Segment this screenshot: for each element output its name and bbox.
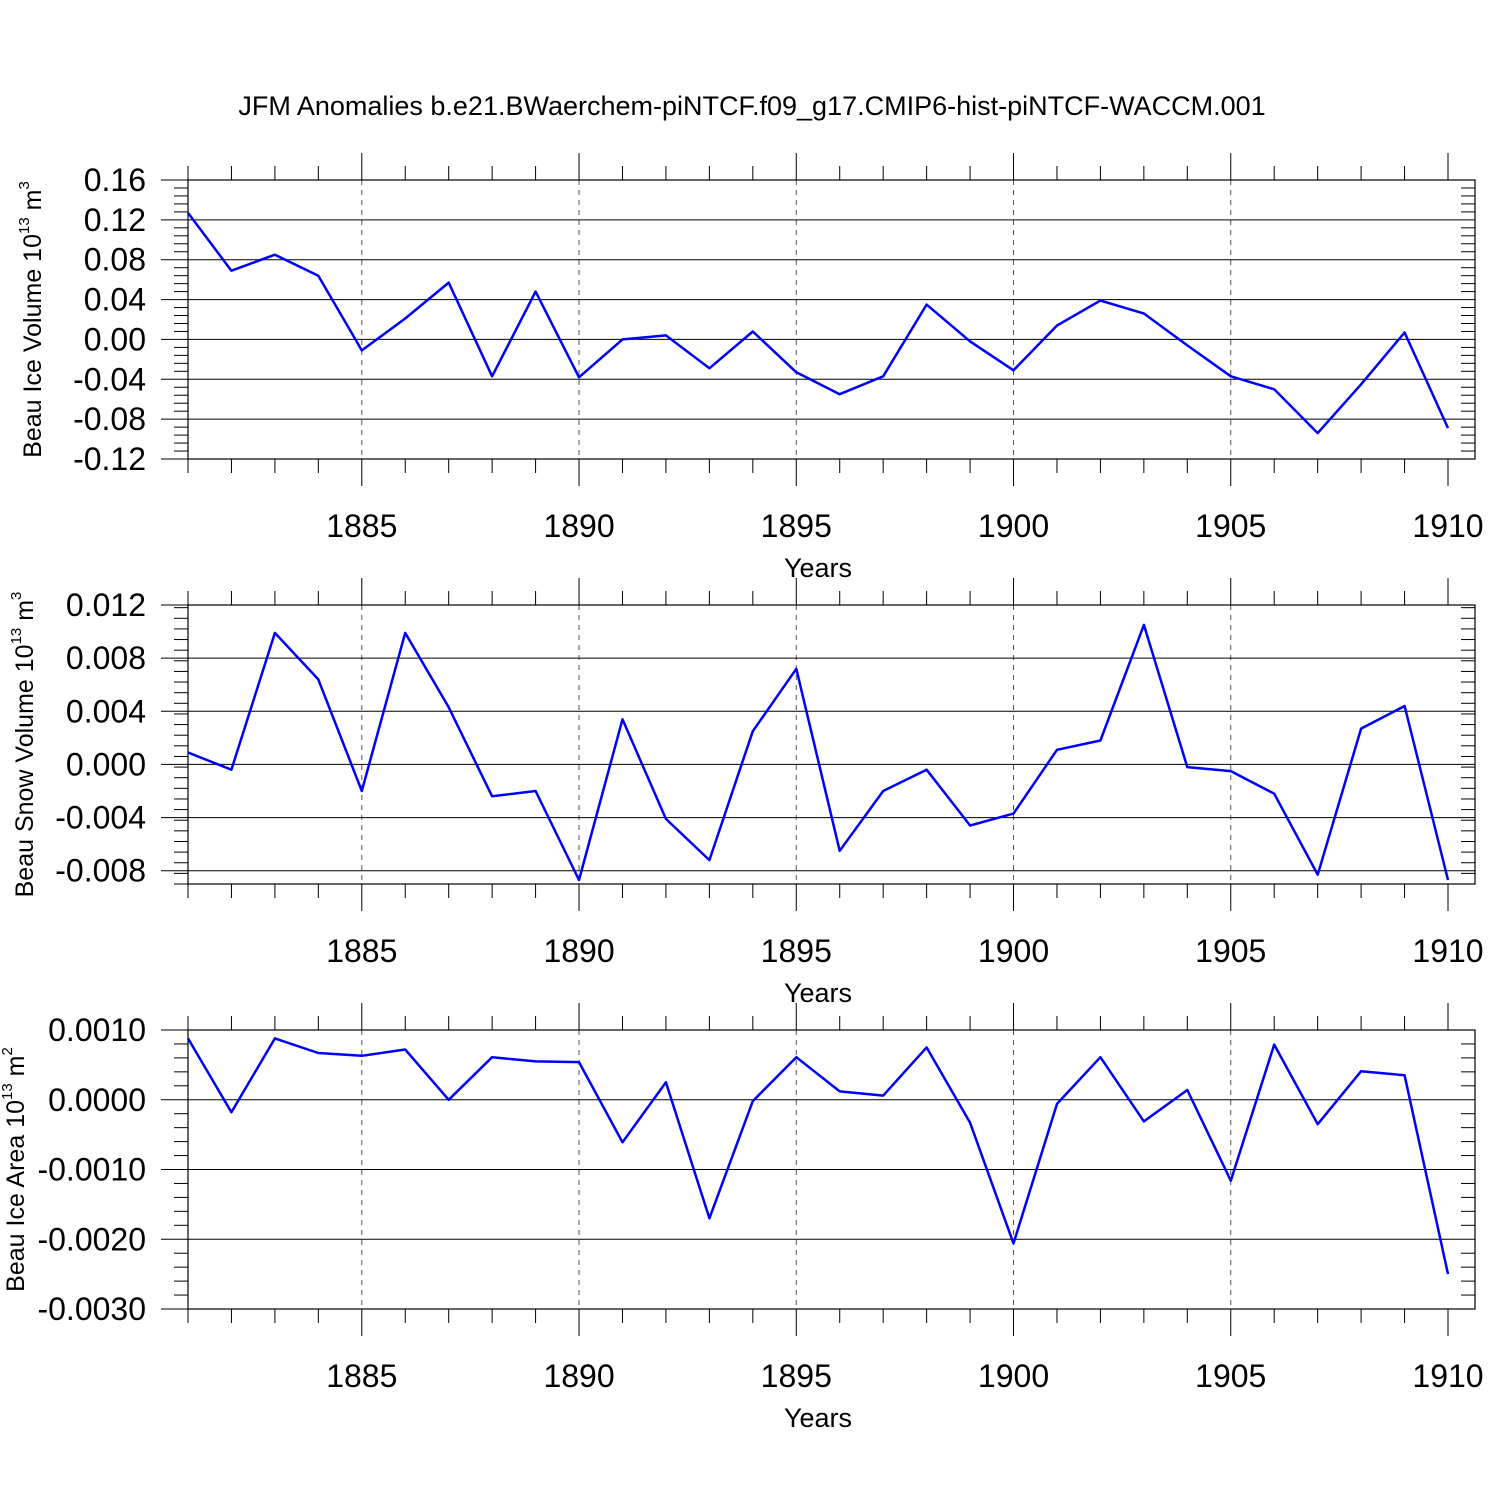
x-tick-label: 1900 xyxy=(978,933,1049,969)
y-tick-label: 0.04 xyxy=(84,282,146,318)
y-tick-label: 0.004 xyxy=(66,693,146,729)
x-tick-label: 1895 xyxy=(761,1358,832,1394)
x-axis-label: Years xyxy=(784,1403,852,1433)
x-tick-label: 1890 xyxy=(543,933,614,969)
y-tick-label: -0.12 xyxy=(73,441,146,477)
x-tick-label: 1905 xyxy=(1195,1358,1266,1394)
x-tick-label: 1910 xyxy=(1412,1358,1483,1394)
y-tick-label: 0.000 xyxy=(66,746,146,782)
y-tick-label: -0.0020 xyxy=(37,1221,146,1257)
panel-1: 1885 1890 1895 1900 1905 1910 0.16 0.12 0.08 0.04… xyxy=(16,153,1484,583)
x-tick-label: 1910 xyxy=(1412,933,1483,969)
x-axis-label: Years xyxy=(784,553,852,583)
y-tick-label: 0.16 xyxy=(84,162,146,198)
plot-frame xyxy=(187,179,1476,460)
x-tick-label: 1890 xyxy=(543,1358,614,1394)
y-axis-label: Beau Snow Volume 1013 m3 xyxy=(8,592,39,898)
y-axis-label-main: Beau Ice Area 10 xyxy=(2,1100,30,1292)
y-tick-label: -0.08 xyxy=(73,401,146,437)
y-axis-label-unit-exp: 3 xyxy=(16,181,33,189)
x-tick-label: 1900 xyxy=(978,508,1049,544)
panel-2: 1885 1890 1895 1900 1905 1910 0.012 0.008 0.004 0… xyxy=(8,578,1484,1008)
x-tick-label: 1910 xyxy=(1412,508,1483,544)
y-axis-label-exp: 13 xyxy=(0,1083,16,1100)
y-axis-label-exp: 13 xyxy=(8,628,25,645)
y-tick-label: -0.0030 xyxy=(37,1291,146,1327)
x-tick-label: 1905 xyxy=(1195,933,1266,969)
y-tick-label: -0.0010 xyxy=(37,1152,146,1188)
x-tick-label: 1885 xyxy=(326,1358,397,1394)
x-tick-label: 1900 xyxy=(978,1358,1049,1394)
y-tick-label: 0.0000 xyxy=(48,1082,146,1118)
y-tick-label: -0.04 xyxy=(73,361,146,397)
y-axis-label-exp: 13 xyxy=(16,217,33,234)
y-tick-label: 0.012 xyxy=(66,587,146,623)
y-axis-label-unit: m xyxy=(2,1056,30,1084)
y-axis-label-main: Beau Ice Volume 10 xyxy=(19,234,47,458)
y-tick-label: -0.008 xyxy=(55,853,146,889)
series-line xyxy=(186,1037,1450,1275)
y-tick-label: 0.008 xyxy=(66,640,146,676)
y-axis-label-unit-exp: 3 xyxy=(8,592,25,600)
x-tick-label: 1890 xyxy=(543,508,614,544)
panel-3: 1885 1890 1895 1900 1905 1910 0.0010 0.0000 -0.0… xyxy=(0,1003,1484,1433)
series-line xyxy=(187,212,1450,435)
y-axis-label-unit: m xyxy=(19,190,47,218)
x-tick-label: 1885 xyxy=(326,933,397,969)
x-tick-label: 1905 xyxy=(1195,508,1266,544)
y-tick-label: -0.004 xyxy=(55,800,146,836)
y-axis-label-unit: m xyxy=(11,600,39,628)
x-tick-label: 1895 xyxy=(761,508,832,544)
x-axis-label: Years xyxy=(784,978,852,1008)
y-axis-label-main: Beau Snow Volume 10 xyxy=(11,644,39,897)
y-tick-label: 0.00 xyxy=(84,321,146,357)
y-axis-label: Beau Ice Area 1013 m2 xyxy=(0,1047,30,1292)
y-tick-label: 0.0010 xyxy=(48,1012,146,1048)
y-tick-label: 0.08 xyxy=(84,242,146,278)
y-axis-label: Beau Ice Volume 1013 m3 xyxy=(16,181,47,458)
x-tick-label: 1885 xyxy=(326,508,397,544)
plot-frame xyxy=(187,604,1476,885)
series-line xyxy=(187,623,1450,882)
x-tick-label: 1895 xyxy=(761,933,832,969)
y-axis-label-unit-exp: 2 xyxy=(0,1047,16,1055)
chart-title: JFM Anomalies b.e21.BWaerchem-piNTCF.f09… xyxy=(238,91,1265,121)
y-tick-label: 0.12 xyxy=(84,202,146,238)
